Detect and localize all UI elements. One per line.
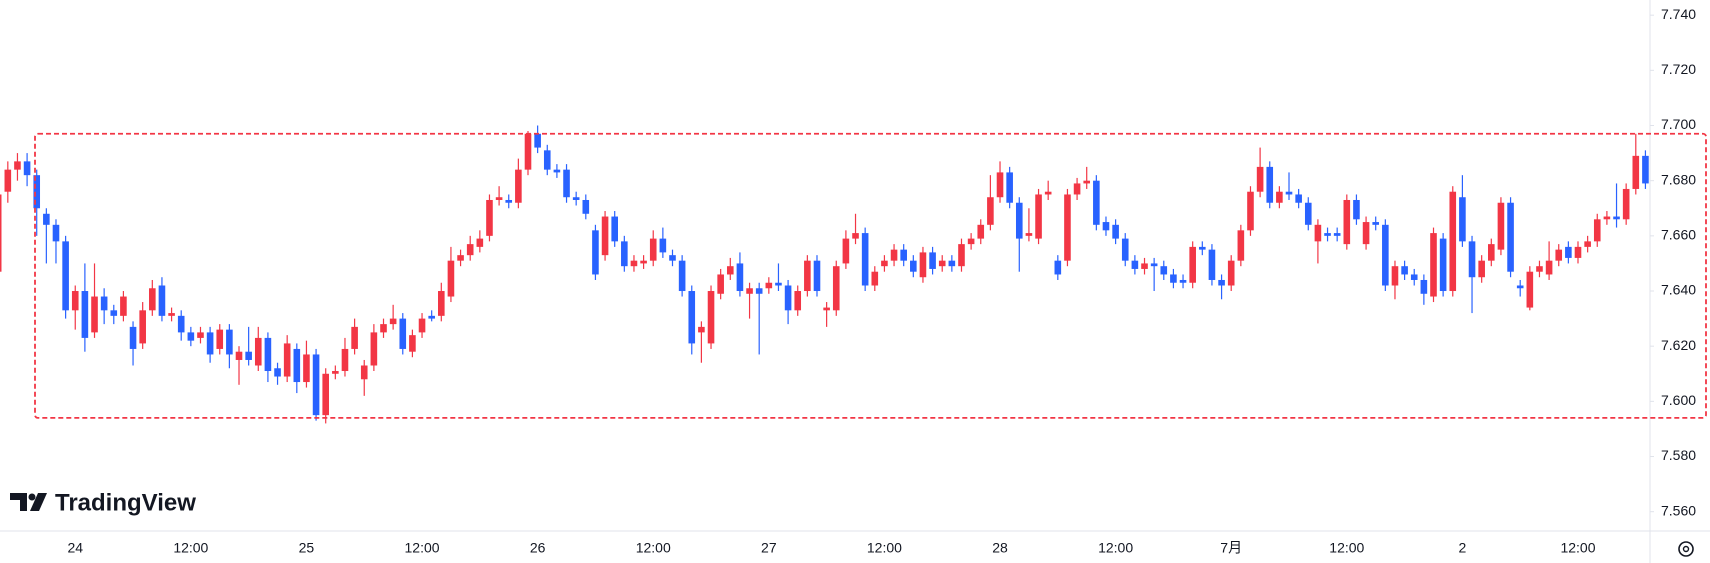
y-tick-label: 7.560 [1661, 502, 1696, 518]
y-tick-label: 7.600 [1661, 392, 1696, 408]
logo: TradingView [10, 489, 196, 516]
x-tick-label: 27 [761, 540, 777, 556]
y-tick-label: 7.660 [1661, 227, 1696, 243]
brand: TradingView [55, 489, 196, 516]
y-tick-label: 7.680 [1661, 171, 1696, 187]
y-tick-label: 7.720 [1661, 61, 1696, 77]
x-tick-label: 26 [530, 540, 546, 556]
y-tick-label: 7.700 [1661, 116, 1696, 132]
x-tick-label: 12:00 [1329, 540, 1364, 556]
settings-icon[interactable] [1678, 541, 1694, 557]
x-tick-label: 12:00 [1098, 540, 1133, 556]
x-tick-label: 25 [299, 540, 315, 556]
range-box [34, 132, 1707, 419]
logo-icon [10, 493, 27, 511]
x-tick-label: 12:00 [636, 540, 671, 556]
x-tick-label: 12:00 [867, 540, 902, 556]
x-tick-label: 12:00 [1560, 540, 1595, 556]
y-tick-label: 7.580 [1661, 447, 1696, 463]
logo-icon [28, 493, 36, 501]
x-tick-label: 28 [992, 540, 1008, 556]
gear[interactable] [1678, 541, 1694, 557]
candle-body [0, 194, 2, 272]
y-tick-label: 7.740 [1661, 6, 1696, 22]
x-tick-label: 24 [67, 540, 83, 556]
x-tick-label: 7月 [1220, 540, 1242, 556]
x-tick-label: 12:00 [173, 540, 208, 556]
x-tick-label: 12:00 [405, 540, 440, 556]
y-tick-label: 7.640 [1661, 282, 1696, 298]
logo-icon [30, 493, 47, 511]
x-tick-label: 2 [1459, 540, 1467, 556]
gear-center[interactable] [1682, 545, 1690, 553]
y-tick-label: 7.620 [1661, 337, 1696, 353]
